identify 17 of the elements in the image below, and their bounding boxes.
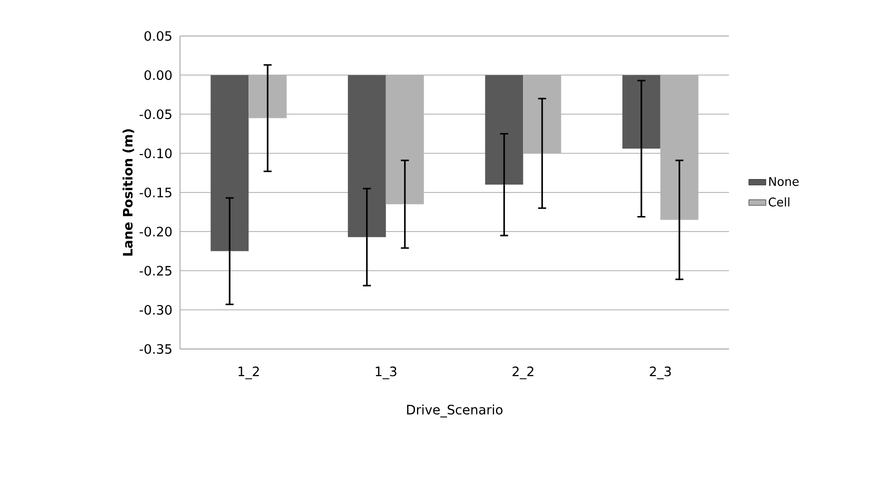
- x-tick-label: 2_2: [512, 366, 534, 380]
- y-tick-label: 0.05: [144, 31, 172, 41]
- y-tick-label: -0.25: [140, 266, 172, 276]
- y-tick-label: -0.15: [140, 188, 172, 198]
- x-tick-label: 1_2: [238, 366, 259, 380]
- x-tick-label: 1_3: [376, 366, 396, 380]
- y-tick-label: -0.05: [140, 109, 172, 120]
- y-tick-label: -0.10: [140, 148, 172, 158]
- x-axis-title: Drive_Scenario: [407, 404, 502, 418]
- y-tick-label: -0.20: [140, 226, 172, 237]
- legend-label: Cell: [768, 197, 790, 207]
- y-tick-label: -0.30: [140, 304, 172, 315]
- x-tick-label: 2_3: [650, 366, 671, 380]
- y-axis-title: Lane Position (m): [122, 129, 134, 256]
- y-tick-label: 0.00: [144, 70, 172, 80]
- y-tick-label: -0.35: [140, 344, 172, 354]
- legend-label: None: [769, 177, 799, 186]
